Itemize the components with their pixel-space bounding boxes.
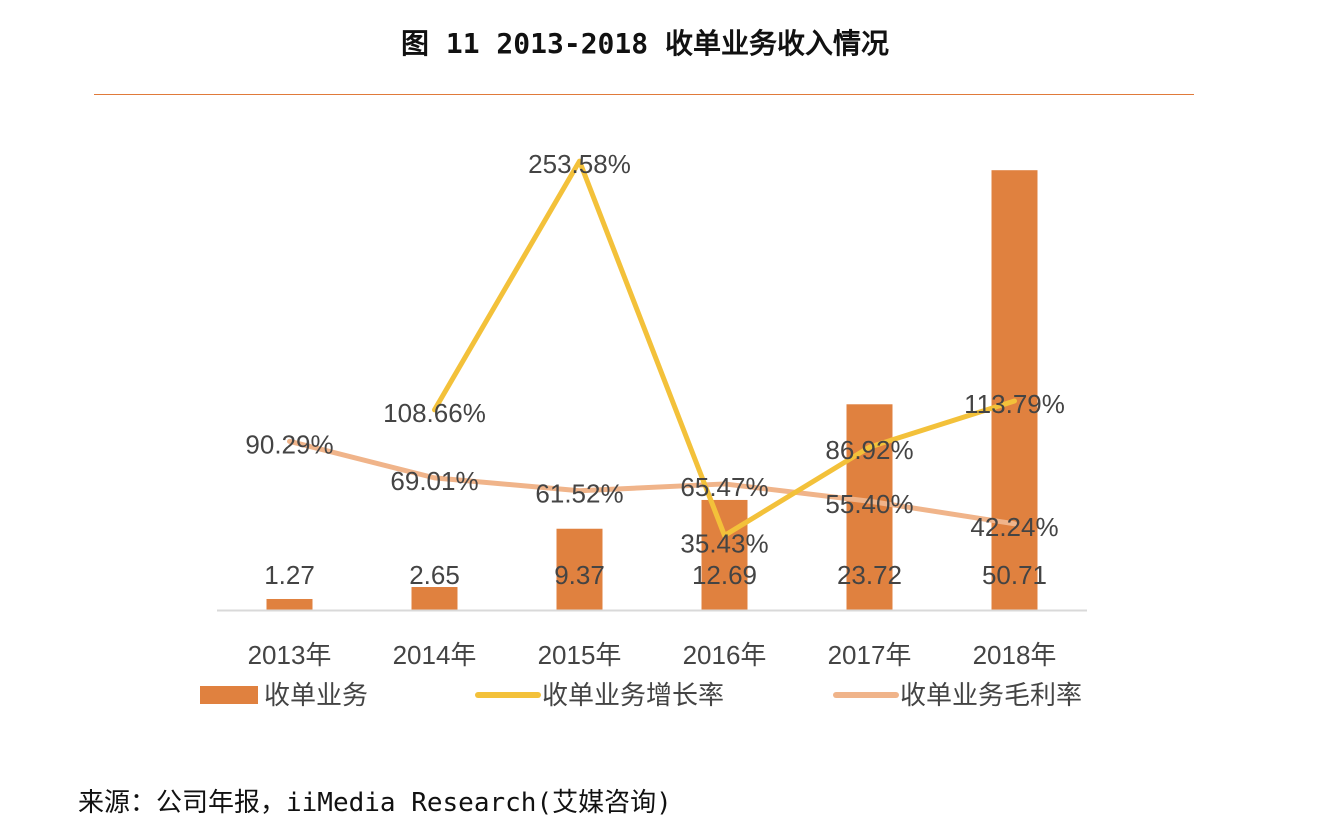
bar-2017年 [846,404,893,610]
bar-2016年 [701,499,748,610]
bar-value-label: 1.27 [264,560,315,590]
bar-value-label: 12.69 [692,560,757,590]
legend-label-growth: 收单业务增长率 [542,680,724,710]
bar-value-label: 23.72 [837,560,902,590]
x-tick-label: 2015年 [538,640,622,670]
growth-label: 86.92% [825,435,913,465]
margin-label: 55.40% [825,489,913,519]
bar-value-label: 2.65 [409,560,460,590]
margin-label: 61.52% [535,479,623,509]
bar-value-label: 9.37 [554,560,605,590]
x-tick-label: 2016年 [683,640,767,670]
growth-label: 108.66% [383,398,486,428]
chart-title: 图 11 2013-2018 收单业务收入情况 [400,27,889,60]
bar-2018年 [991,170,1038,610]
legend-label-margin: 收单业务毛利率 [900,680,1082,710]
bar-2014年 [411,587,458,610]
growth-label: 253.58% [528,149,631,179]
growth-line [432,158,1017,538]
x-tick-label: 2018年 [973,640,1057,670]
source-note: 来源：公司年报，iiMedia Research(艾媒咨询) [78,788,672,818]
growth-label: 113.79% [964,389,1065,419]
x-tick-label: 2017年 [828,640,912,670]
bar-2013年 [266,598,313,610]
margin-label: 69.01% [390,466,478,496]
legend-swatch-bar [200,686,258,704]
bar-2015年 [556,528,603,610]
title-divider [94,94,1194,95]
margin-label: 65.47% [680,472,768,502]
margin-label: 42.24% [970,512,1058,542]
margin-label: 90.29% [245,429,333,459]
x-tick-label: 2014年 [393,640,477,670]
legend-label-bar: 收单业务 [264,680,368,710]
bar-value-label: 50.71 [982,560,1047,590]
margin-line [287,438,1017,527]
growth-label: 35.43% [680,528,768,558]
x-tick-label: 2013年 [248,640,332,670]
